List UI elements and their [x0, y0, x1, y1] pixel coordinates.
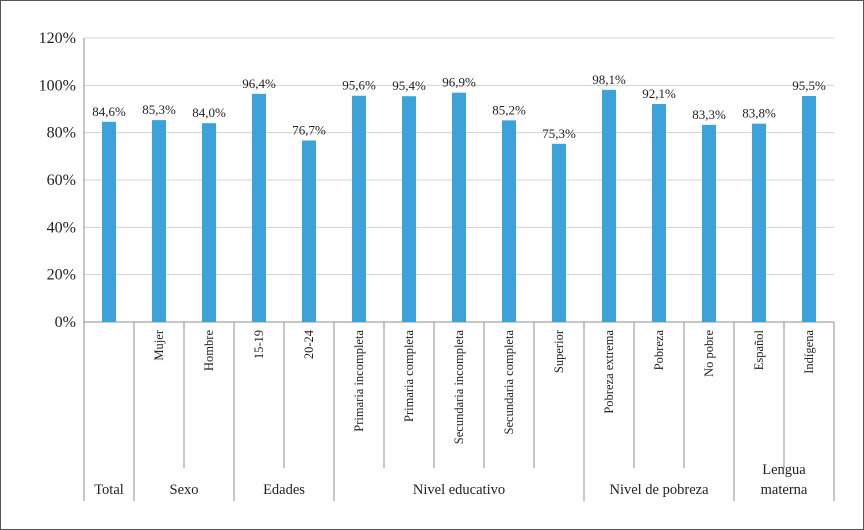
category-label: 15-19: [252, 330, 266, 359]
group-label: Nivel de pobreza: [609, 482, 709, 498]
y-tick-label: 40%: [47, 219, 76, 236]
group-label: Lengua: [762, 462, 806, 478]
data-label: 92,1%: [642, 86, 676, 101]
group-label: Edades: [263, 482, 305, 498]
category-label: 20-24: [302, 329, 316, 359]
data-label: 85,2%: [492, 102, 526, 117]
data-label: 76,7%: [292, 122, 326, 137]
y-tick-label: 100%: [39, 77, 76, 94]
data-label: 95,4%: [392, 78, 426, 93]
category-label: Indígena: [802, 330, 816, 374]
group-label: Nivel educativo: [413, 482, 505, 498]
bar: [802, 95, 816, 322]
bar: [552, 143, 566, 322]
category-label: Pobreza extrema: [602, 330, 616, 414]
data-label: 95,5%: [792, 78, 826, 93]
bar: [752, 123, 766, 322]
group-label: Sexo: [170, 482, 199, 498]
category-label: Español: [752, 329, 766, 370]
bar: [652, 104, 666, 322]
data-label: 83,3%: [692, 107, 726, 122]
category-label: Mujer: [152, 329, 166, 360]
category-label: Primaria incompleta: [352, 330, 366, 432]
bar: [152, 120, 166, 322]
category-label: Superior: [552, 329, 566, 373]
group-label: materna: [761, 482, 808, 498]
data-label: 85,3%: [142, 102, 176, 117]
data-label: 95,6%: [342, 78, 376, 93]
bar: [402, 96, 416, 322]
bar: [352, 95, 366, 322]
bar: [302, 140, 316, 322]
bar: [502, 120, 516, 322]
y-tick-label: 80%: [47, 125, 76, 142]
data-label: 98,1%: [592, 72, 626, 87]
y-tick-label: 20%: [47, 267, 76, 284]
data-label: 84,6%: [92, 104, 126, 119]
bar: [702, 124, 716, 323]
bar: [102, 121, 116, 322]
data-label: 96,9%: [442, 75, 476, 90]
data-label: 75,3%: [542, 126, 576, 141]
category-label: Secundaria incompleta: [452, 330, 466, 445]
category-label: Secundaria completa: [502, 330, 516, 435]
y-tick-label: 120%: [39, 30, 76, 47]
bar: [602, 89, 616, 322]
category-label: Hombre: [202, 330, 216, 371]
y-tick-label: 60%: [47, 172, 76, 189]
group-label: Total: [94, 482, 124, 498]
data-label: 83,8%: [742, 106, 776, 121]
bar: [202, 123, 216, 322]
data-label: 84,0%: [192, 105, 226, 120]
y-tick-label: 0%: [55, 314, 76, 331]
data-label: 96,4%: [242, 76, 276, 91]
bar: [452, 92, 466, 322]
category-label: No pobre: [702, 330, 716, 377]
category-label: Primaria completa: [402, 330, 416, 422]
category-label: Pobreza: [652, 330, 666, 371]
bar: [252, 93, 266, 322]
